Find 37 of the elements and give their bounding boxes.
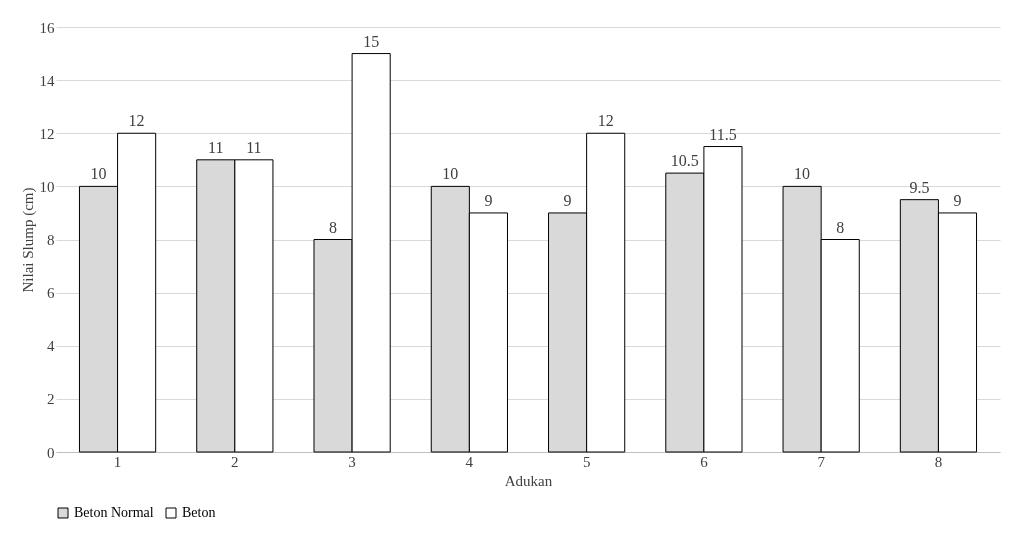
y-axis-title: Nilai Slump (cm) — [19, 187, 37, 293]
data-label: 9 — [563, 191, 572, 209]
data-label: 10 — [90, 165, 107, 183]
data-label: 10 — [794, 165, 811, 183]
data-label: 11 — [246, 138, 262, 156]
y-tick-label: 4 — [47, 338, 55, 355]
y-tick-label: 6 — [47, 285, 55, 302]
data-label: 12 — [128, 112, 145, 130]
y-tick-label: 16 — [39, 19, 55, 36]
legend-label: Beton — [182, 505, 216, 520]
data-label: 8 — [836, 218, 845, 236]
data-label: 8 — [329, 218, 338, 236]
y-tick-label: 10 — [39, 178, 55, 195]
data-label: 11.5 — [709, 125, 737, 143]
x-axis-title: Adukan — [504, 472, 553, 489]
data-label: 11 — [208, 138, 224, 156]
legend-label: Beton Normal — [74, 505, 154, 520]
x-tick-label: 7 — [817, 453, 826, 470]
data-label: 10.5 — [670, 152, 699, 170]
x-tick-label: 2 — [231, 453, 239, 470]
x-tick-label: 4 — [465, 453, 474, 470]
data-label: 15 — [363, 32, 380, 50]
data-label: 9.5 — [909, 178, 930, 196]
y-tick-label: 2 — [47, 391, 55, 408]
y-tick-label: 12 — [39, 125, 55, 142]
data-label: 9 — [484, 191, 493, 209]
x-tick-label: 1 — [113, 453, 122, 470]
y-tick-label: 8 — [47, 232, 55, 248]
x-tick-label: 5 — [582, 453, 591, 470]
data-label: 10 — [442, 165, 459, 183]
y-tick-label: 0 — [47, 444, 55, 461]
x-tick-label: 3 — [348, 453, 356, 470]
y-tick-label: 14 — [39, 72, 55, 89]
data-label: 12 — [597, 112, 614, 130]
x-tick-label: 8 — [934, 453, 943, 470]
data-label: 9 — [953, 191, 962, 209]
x-tick-label: 6 — [700, 453, 709, 470]
